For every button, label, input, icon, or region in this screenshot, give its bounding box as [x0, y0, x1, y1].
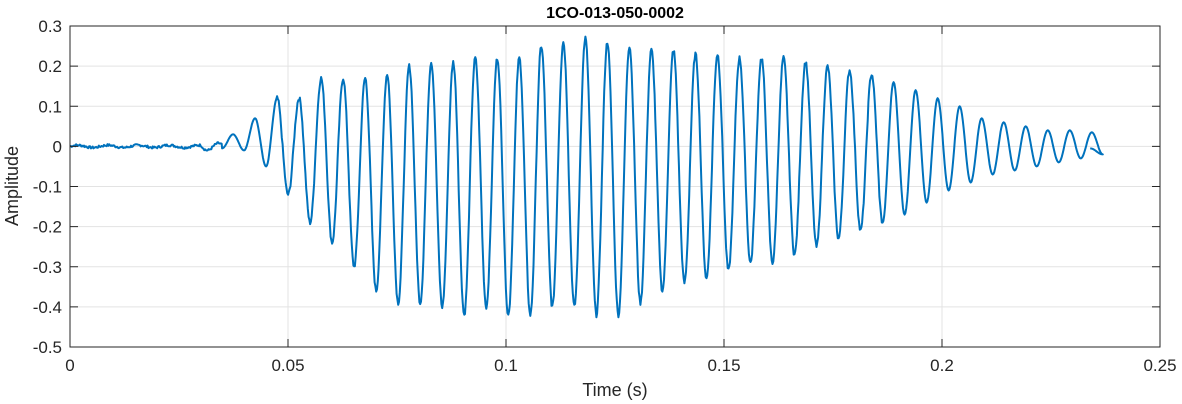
x-tick-label: 0.25: [1143, 356, 1176, 375]
y-tick-label: -0.2: [33, 218, 62, 237]
grid: [69, 25, 1161, 348]
signal-line: [69, 35, 1104, 319]
x-tick-label: 0: [65, 356, 74, 375]
chart-title: 1CO-013-050-0002: [546, 5, 684, 22]
y-tick-label: 0.1: [38, 97, 62, 116]
ticks: 0 0.05 0.1 0.15 0.2 0.25 0.3 0.2 0.1 0 -0.1 -0.2 -0.…: [33, 17, 1177, 375]
y-tick-label: -0.5: [33, 338, 62, 357]
x-tick-label: 0.15: [707, 356, 740, 375]
x-tick-label: 0.2: [930, 356, 954, 375]
y-tick-label: -0.1: [33, 178, 62, 197]
y-tick-label: -0.3: [33, 258, 62, 277]
x-tick-label: 0.1: [494, 356, 518, 375]
y-tick-label: 0: [53, 137, 62, 156]
y-tick-label: -0.4: [33, 298, 62, 317]
x-tick-label: 0.05: [271, 356, 304, 375]
y-axis-label: Amplitude: [2, 146, 22, 226]
y-tick-label: 0.2: [38, 57, 62, 76]
x-axis-label: Time (s): [582, 380, 647, 400]
y-tick-label: 0.3: [38, 17, 62, 36]
